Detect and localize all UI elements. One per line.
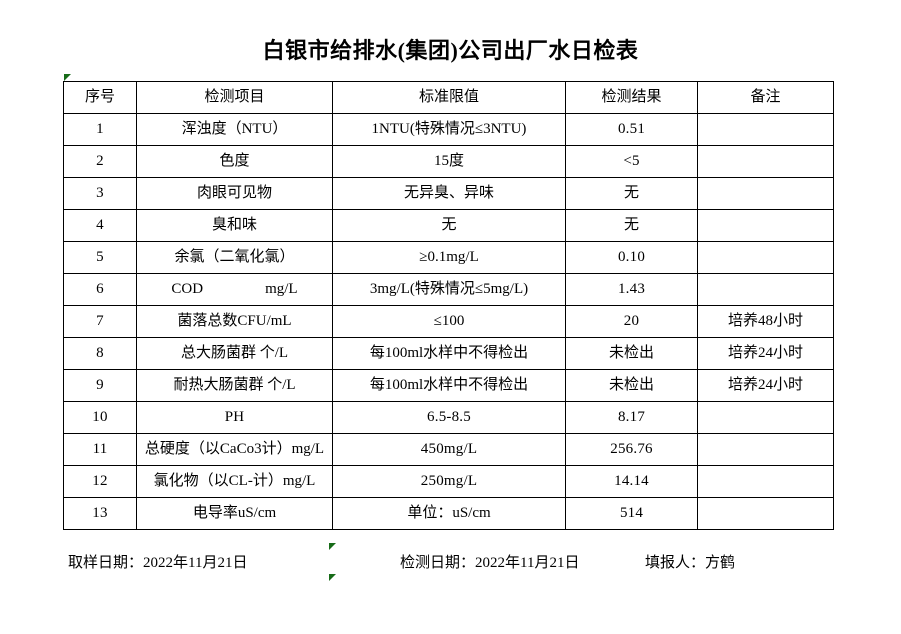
cell-no: 11 bbox=[63, 433, 137, 466]
table-row: 8 总大肠菌群 个/L 每100ml水样中不得检出 未检出 培养24小时 bbox=[63, 337, 834, 370]
water-quality-report-table: 序号 检测项目 标准限值 检测结果 备注 1 浑浊度（NTU） 1NTU(特殊情… bbox=[63, 81, 834, 530]
cell-result: 8.17 bbox=[565, 401, 698, 434]
cell-result: 14.14 bbox=[565, 465, 698, 498]
cell-item: 余氯（二氧化氯） bbox=[136, 241, 333, 274]
cell-result: 20 bbox=[565, 305, 698, 338]
cell-standard: 每100ml水样中不得检出 bbox=[332, 337, 566, 370]
cell-note bbox=[697, 145, 834, 178]
column-header-item: 检测项目 bbox=[136, 81, 333, 114]
cell-standard: ≤100 bbox=[332, 305, 566, 338]
table-row: 1 浑浊度（NTU） 1NTU(特殊情况≤3NTU) 0.51 bbox=[63, 113, 834, 146]
comment-flag-icon bbox=[64, 74, 71, 81]
cell-result: 0.10 bbox=[565, 241, 698, 274]
cell-note bbox=[697, 209, 834, 242]
table-row: 5 余氯（二氧化氯） ≥0.1mg/L 0.10 bbox=[63, 241, 834, 274]
cell-note bbox=[697, 177, 834, 210]
cell-item: 总大肠菌群 个/L bbox=[136, 337, 333, 370]
cell-note bbox=[697, 273, 834, 306]
cell-result: 0.51 bbox=[565, 113, 698, 146]
cell-no: 8 bbox=[63, 337, 137, 370]
cell-result: 1.43 bbox=[565, 273, 698, 306]
cell-item: 氯化物（以CL-计）mg/L bbox=[136, 465, 333, 498]
cell-note: 培养24小时 bbox=[697, 337, 834, 370]
cell-note bbox=[697, 497, 834, 530]
cell-standard: 6.5-8.5 bbox=[332, 401, 566, 434]
cell-item: 浑浊度（NTU） bbox=[136, 113, 333, 146]
cell-no: 3 bbox=[63, 177, 137, 210]
cell-item: 电导率uS/cm bbox=[136, 497, 333, 530]
cell-item: 总硬度（以CaCo3计）mg/L bbox=[136, 433, 333, 466]
page-title: 白银市给排水(集团)公司出厂水日检表 bbox=[262, 38, 639, 63]
cell-no: 12 bbox=[63, 465, 137, 498]
sampling-date: 取样日期：2022年11月21日 bbox=[68, 555, 248, 571]
table-row: 11 总硬度（以CaCo3计）mg/L 450mg/L 256.76 bbox=[63, 433, 834, 466]
reporter-name: 填报人：方鹤 bbox=[645, 555, 736, 571]
cell-result: 未检出 bbox=[565, 369, 698, 402]
cell-no: 2 bbox=[63, 145, 137, 178]
column-header-note: 备注 bbox=[697, 81, 834, 114]
table-row: 13 电导率uS/cm 单位：uS/cm 514 bbox=[63, 497, 834, 530]
cell-note: 培养48小时 bbox=[697, 305, 834, 338]
column-header-no: 序号 bbox=[63, 81, 137, 114]
cell-standard: 15度 bbox=[332, 145, 566, 178]
cell-standard: 1NTU(特殊情况≤3NTU) bbox=[332, 113, 566, 146]
column-header-standard: 标准限值 bbox=[332, 81, 566, 114]
cell-no: 13 bbox=[63, 497, 137, 530]
table-row: 12 氯化物（以CL-计）mg/L 250mg/L 14.14 bbox=[63, 465, 834, 498]
cell-note bbox=[697, 401, 834, 434]
cell-item: PH bbox=[136, 401, 333, 434]
cell-result: 无 bbox=[565, 177, 698, 210]
cell-result: 无 bbox=[565, 209, 698, 242]
cell-standard: 无 bbox=[332, 209, 566, 242]
cell-standard: 单位：uS/cm bbox=[332, 497, 566, 530]
comment-flag-icon bbox=[329, 543, 336, 550]
cell-note bbox=[697, 241, 834, 274]
table-header-row: 序号 检测项目 标准限值 检测结果 备注 bbox=[63, 81, 834, 114]
cell-standard: 250mg/L bbox=[332, 465, 566, 498]
testing-date: 检测日期：2022年11月21日 bbox=[400, 555, 580, 571]
cell-standard: ≥0.1mg/L bbox=[332, 241, 566, 274]
cell-standard: 每100ml水样中不得检出 bbox=[332, 369, 566, 402]
cell-no: 6 bbox=[63, 273, 137, 306]
cell-no: 1 bbox=[63, 113, 137, 146]
cell-result: 514 bbox=[565, 497, 698, 530]
cell-item: 色度 bbox=[136, 145, 333, 178]
cell-note bbox=[697, 433, 834, 466]
cod-label: COD bbox=[171, 281, 204, 298]
cell-item: 耐热大肠菌群 个/L bbox=[136, 369, 333, 402]
cell-result: 未检出 bbox=[565, 337, 698, 370]
cell-no: 10 bbox=[63, 401, 137, 434]
cell-no: 9 bbox=[63, 369, 137, 402]
table-row: 3 肉眼可见物 无异臭、异味 无 bbox=[63, 177, 834, 210]
table-row: 4 臭和味 无 无 bbox=[63, 209, 834, 242]
cell-item: COD mg/L bbox=[136, 273, 333, 306]
table-row: 2 色度 15度 <5 bbox=[63, 145, 834, 178]
table-row: 9 耐热大肠菌群 个/L 每100ml水样中不得检出 未检出 培养24小时 bbox=[63, 369, 834, 402]
cell-no: 5 bbox=[63, 241, 137, 274]
table-row: 7 菌落总数CFU/mL ≤100 20 培养48小时 bbox=[63, 305, 834, 338]
cell-item: 肉眼可见物 bbox=[136, 177, 333, 210]
table-row: 10 PH 6.5-8.5 8.17 bbox=[63, 401, 834, 434]
cell-item: 菌落总数CFU/mL bbox=[136, 305, 333, 338]
cell-note: 培养24小时 bbox=[697, 369, 834, 402]
cell-no: 7 bbox=[63, 305, 137, 338]
cell-result: <5 bbox=[565, 145, 698, 178]
cell-standard: 无异臭、异味 bbox=[332, 177, 566, 210]
cell-no: 4 bbox=[63, 209, 137, 242]
cell-note bbox=[697, 465, 834, 498]
cell-item: 臭和味 bbox=[136, 209, 333, 242]
comment-flag-icon bbox=[329, 574, 336, 581]
cell-standard: 3mg/L(特殊情况≤5mg/L) bbox=[332, 273, 566, 306]
report-footer: 取样日期：2022年11月21日 检测日期：2022年11月21日 填报人：方鹤 bbox=[0, 551, 901, 575]
cell-result: 256.76 bbox=[565, 433, 698, 466]
column-header-result: 检测结果 bbox=[565, 81, 698, 114]
cell-note bbox=[697, 113, 834, 146]
cell-standard: 450mg/L bbox=[332, 433, 566, 466]
table-row: 6 COD mg/L 3mg/L(特殊情况≤5mg/L) 1.43 bbox=[63, 273, 834, 306]
cod-unit: mg/L bbox=[265, 281, 298, 298]
